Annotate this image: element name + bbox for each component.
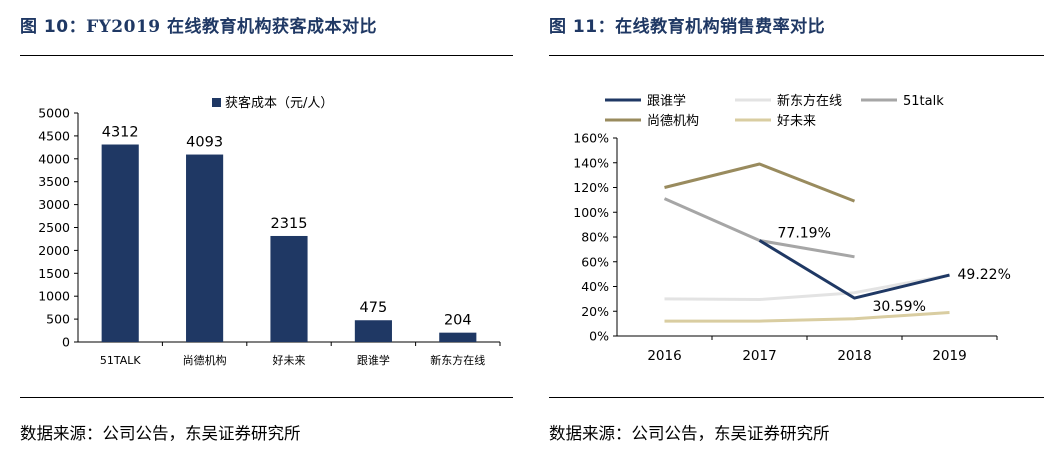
bar-x-tick-label: 51TALK [100,354,142,367]
figure-10-bottom-rule [20,397,513,398]
bar-y-tick-label: 1500 [38,266,70,281]
figure-11-source: 数据来源：公司公告，东吴证券研究所 [549,424,830,443]
bar-y-tick-label: 500 [46,312,70,327]
bar-y-tick-label: 0 [62,335,70,350]
line-y-tick-label: 100% [573,205,609,220]
figure-10: 图 10：FY2019 在线教育机构获客成本对比 0 500 1000 1500 200… [0,0,516,462]
bar-y-tick-label: 2500 [38,220,70,235]
line-legend-label: 51talk [903,94,944,109]
bar [270,235,308,342]
figure-11-bottom-rule [549,397,1044,398]
line-y-tick-label: 160% [573,131,609,146]
bar [186,154,224,342]
line-legend-label: 好未来 [777,114,816,129]
series-line [664,162,856,203]
bar-chart: 0 500 1000 1500 2000 2500 3000 3500 4000 4500 5000… [38,95,501,367]
line-y-tick-label: 20% [581,304,609,319]
figure-11: 图 11：在线教育机构销售费率对比 0% 20% 40% 60% 80% 100% 120%… [537,0,1053,462]
bar-x-tick-label: 跟谁学 [357,353,390,367]
line-x-tick-label: 2019 [932,348,966,364]
figure-10-title-latin: FY2019 [86,17,161,37]
figure-10-source: 数据来源：公司公告，东吴证券研究所 [20,424,301,443]
bar-data-label: 204 [444,313,472,329]
bar-data-label: 4312 [102,125,139,141]
line-legend-label: 尚德机构 [647,114,699,129]
bar-y-tick-label: 4000 [38,151,70,166]
bar [101,144,139,342]
figure-11-top-rule [549,55,1044,56]
line-y-tick-label: 120% [573,180,609,195]
line-legend-label: 跟谁学 [647,93,686,109]
series-line [664,273,950,301]
bar [354,320,392,342]
line-y-tick-label: 140% [573,155,609,170]
figure-11-title-prefix: 图 11： [549,17,616,37]
figure-10-title-prefix: 图 10： [20,17,87,37]
figure-10-top-rule [20,55,513,56]
line-annotation: 30.59% [873,299,926,315]
figure-10-title-text: 在线教育机构获客成本对比 [160,17,378,37]
bar-y-tick-label: 1000 [38,289,70,304]
bar-data-label: 475 [360,300,388,316]
figure-11-title: 图 11：在线教育机构销售费率对比 [549,12,825,37]
line-annotation: 77.19% [778,225,831,241]
bar-y-tick-label: 4500 [38,128,70,143]
bar-x-tick-label: 尚德机构 [183,353,227,367]
figure-10-title: 图 10：FY2019 在线教育机构获客成本对比 [20,12,377,37]
bar-y-tick-label: 2000 [38,243,70,258]
line-x-tick-label: 2017 [742,348,776,364]
line-y-tick-label: 40% [581,279,609,294]
bar [439,332,477,342]
figure-11-title-text: 在线教育机构销售费率对比 [615,17,826,37]
bar-legend-label: 获客成本（元/人） [225,95,333,111]
bar-data-label: 4093 [186,135,223,151]
bar-y-tick-label: 3500 [38,174,70,189]
line-legend-label: 新东方在线 [777,93,842,109]
bar-x-tick-label: 新东方在线 [430,353,485,367]
line-annotation: 49.22% [958,267,1011,283]
bar-legend-swatch [212,98,221,107]
series-line [758,239,950,300]
bar-y-tick-label: 3000 [38,197,70,212]
bar-x-tick-label: 好未来 [273,353,306,367]
line-y-tick-label: 60% [581,254,609,269]
line-y-tick-label: 80% [581,230,609,245]
line-y-tick-label: 0% [589,329,609,344]
series-line [664,311,950,323]
bar-y-tick-label: 5000 [38,106,70,121]
bar-data-label: 2315 [271,216,308,232]
line-x-tick-label: 2016 [647,348,681,364]
line-chart: 0% 20% 40% 60% 80% 100% 120% 140% 160% 2016 2017 20… [573,93,1011,364]
line-x-tick-label: 2018 [837,348,871,364]
